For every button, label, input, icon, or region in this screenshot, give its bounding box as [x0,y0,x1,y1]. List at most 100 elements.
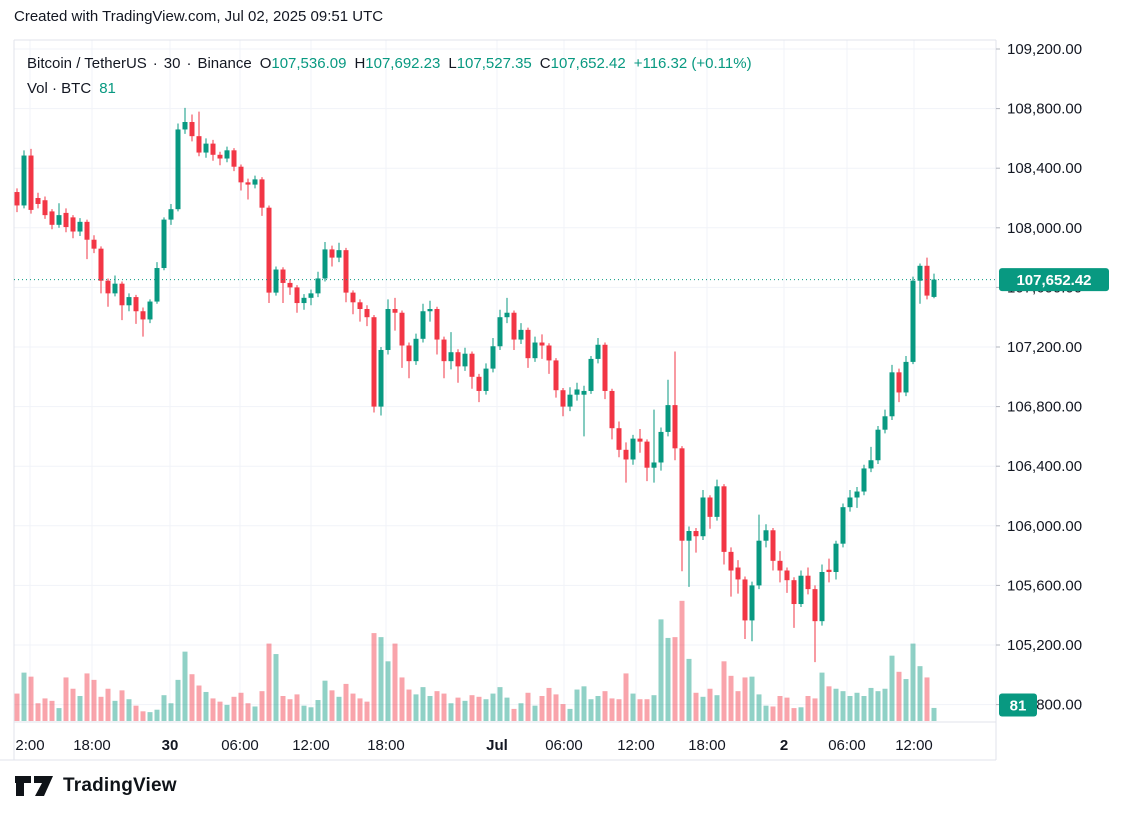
candle [504,297,510,324]
candle [651,409,657,483]
candle [98,246,104,294]
brand-name: TradingView [63,775,177,796]
candle [819,564,825,626]
candle [609,388,615,440]
candle-body [245,182,251,185]
candle [238,164,244,191]
time-axis-label[interactable]: 06:00 [545,737,583,754]
time-axis-label[interactable]: Jul [486,737,508,754]
volume-bar [462,700,468,721]
volume-bar [742,677,748,721]
candle-body [546,345,552,361]
candle-body [420,311,426,339]
price-axis-label[interactable]: 106,800.00 [1007,399,1082,416]
candle-body [119,283,125,306]
candle [791,577,797,628]
time-axis-label[interactable]: 06:00 [221,737,259,754]
volume-pane [14,600,937,721]
volume-bar [896,671,902,721]
candle-body [854,491,860,498]
candle [273,266,279,296]
candle-body [21,155,27,206]
price-axis-label[interactable]: 105,200.00 [1007,637,1082,654]
price-axis-label[interactable]: 107,200.00 [1007,339,1082,356]
candle-body [70,217,76,232]
candle [679,446,685,572]
candle [462,347,468,371]
close-value: 107,652.42 [550,55,626,72]
time-axis-label[interactable]: 18:00 [73,737,111,754]
candle-body [238,166,244,183]
time-axis-label[interactable]: 2 [780,737,788,754]
candle [14,188,20,213]
candle [413,333,419,365]
candle [798,570,804,608]
price-axis[interactable]: 109,200.00 108,800.00 108,400.00 108,000.00… [996,41,1082,714]
volume-bar [504,697,510,721]
candle-body [525,329,531,359]
price-axis-label[interactable]: 105,600.00 [1007,577,1082,594]
candle-body [791,580,797,605]
candle-body [434,309,440,340]
volume-bar [469,695,475,721]
price-axis-label[interactable]: 108,400.00 [1007,160,1082,177]
candle [364,305,370,327]
candle [574,382,580,401]
volume-bar [189,674,195,721]
volume-bar [91,679,97,721]
volume-bar [49,700,55,721]
volume-bar [518,703,524,721]
candle [637,428,643,453]
time-axis[interactable]: 2:00 18:00 30 06:00 12:00 18:00 Jul 06:00 12:00 1… [15,737,932,754]
volume-bar [525,692,531,721]
candle-body [672,405,678,449]
candle [147,299,153,324]
price-axis-label[interactable]: 106,000.00 [1007,518,1082,535]
time-axis-label[interactable]: 12:00 [895,737,933,754]
candle-body [28,155,34,210]
price-axis-label[interactable]: 106,400.00 [1007,458,1082,475]
candle-body [931,279,937,297]
open-label: O [259,55,272,72]
time-axis-label[interactable]: 2:00 [15,737,44,754]
candle [434,306,440,355]
time-axis-label[interactable]: 06:00 [828,737,866,754]
candle-body [350,292,356,303]
candle-body [224,150,230,159]
time-axis-label[interactable]: 12:00 [617,737,655,754]
candle-body [882,416,888,430]
candle-body [175,129,181,210]
time-axis-label[interactable]: 30 [162,737,179,754]
candle [658,427,664,471]
candle-body [483,368,489,391]
candle [140,307,146,337]
volume-bar [378,637,384,721]
volume-bar [210,698,216,721]
time-axis-label[interactable]: 12:00 [292,737,330,754]
candle [693,528,699,553]
volume-bar [798,707,804,721]
candle-body [308,293,314,298]
candle-body [742,579,748,621]
candle [581,385,587,437]
candle [539,334,545,359]
volume-bar [735,691,741,721]
candle-body [77,221,83,232]
candle-body [861,468,867,492]
candle [350,290,356,315]
price-chart[interactable]: 109,200.00 108,800.00 108,400.00 108,000.00… [0,0,1131,770]
time-axis-label[interactable]: 18:00 [367,737,405,754]
candle-body [581,390,587,395]
candle [455,349,461,383]
volume-bar [560,704,566,721]
attribution-note: Created with TradingView.com, Jul 02, 20… [14,8,384,25]
price-axis-label[interactable]: 109,200.00 [1007,41,1082,58]
candle [175,123,181,212]
candle [329,245,335,267]
price-axis-label[interactable]: 108,800.00 [1007,101,1082,118]
price-axis-label[interactable]: 108,000.00 [1007,220,1082,237]
time-axis-label[interactable]: 18:00 [688,737,726,754]
volume-bar [84,673,90,721]
candle [490,338,496,373]
candle-body [658,431,664,463]
